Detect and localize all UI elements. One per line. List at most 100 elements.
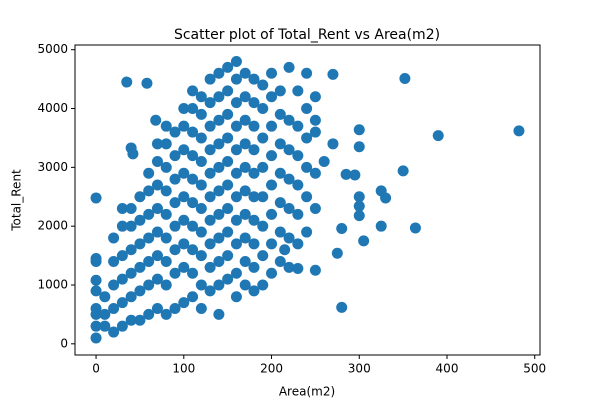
point [266,179,278,191]
point [178,103,190,115]
point [169,244,181,256]
point [134,238,146,250]
point [292,85,304,97]
point [230,167,242,179]
point [327,68,339,80]
point [230,97,242,109]
point [213,208,225,220]
x-tick-label: 200 [260,362,283,376]
point [279,244,291,256]
point [283,232,295,244]
point [204,214,216,226]
point [90,332,102,344]
point [248,144,260,156]
point [353,124,365,136]
point [222,179,234,191]
point [336,301,348,313]
point [160,308,172,320]
point [134,261,146,273]
point [187,291,199,303]
point [239,114,251,126]
point [318,155,330,167]
point [301,161,313,173]
point [213,185,225,197]
chart-title: Scatter plot of Total_Rent vs Area(m2) [174,27,440,43]
point [160,120,172,132]
point [151,179,163,191]
point [239,161,251,173]
point [160,232,172,244]
point [248,261,260,273]
point [292,150,304,162]
point [230,267,242,279]
point [257,191,269,203]
point [204,120,216,132]
point [134,214,146,226]
point [108,326,120,338]
point [204,285,216,297]
point [178,214,190,226]
point [301,132,313,144]
point [108,303,120,315]
point [90,274,102,286]
point [283,261,295,273]
point [239,138,251,150]
point [239,185,251,197]
point [187,85,199,97]
point [239,279,251,291]
point [160,138,172,150]
point [121,76,133,88]
point [125,220,137,232]
point [143,185,155,197]
point [195,108,207,120]
point [230,214,242,226]
point [222,273,234,285]
y-tick-label: 1000 [37,278,68,292]
point [513,125,525,137]
point [349,169,361,181]
point [160,185,172,197]
point [178,144,190,156]
point [248,73,260,85]
point [125,267,137,279]
point [274,85,286,97]
point [204,167,216,179]
point [195,279,207,291]
point [187,267,199,279]
point [230,73,242,85]
point [213,232,225,244]
point [309,126,321,138]
point [309,114,321,126]
point [187,197,199,209]
point [248,214,260,226]
point [116,297,128,309]
point [127,148,139,160]
point [116,250,128,262]
point [409,222,421,234]
x-tick-label: 400 [436,362,459,376]
point [108,232,120,244]
point [195,132,207,144]
point [125,244,137,256]
point [178,238,190,250]
point [248,97,260,109]
point [248,191,260,203]
y-tick-label: 0 [60,336,68,350]
point [178,297,190,309]
point [143,308,155,320]
point [134,191,146,203]
point [213,279,225,291]
x-tick-label: 300 [348,362,371,376]
point [150,114,162,126]
point [399,73,411,85]
point [309,203,321,215]
point [116,220,128,232]
point [195,226,207,238]
point [432,130,444,142]
point [248,238,260,250]
point [331,247,343,259]
point [99,308,111,320]
point [248,167,260,179]
point [353,191,365,203]
